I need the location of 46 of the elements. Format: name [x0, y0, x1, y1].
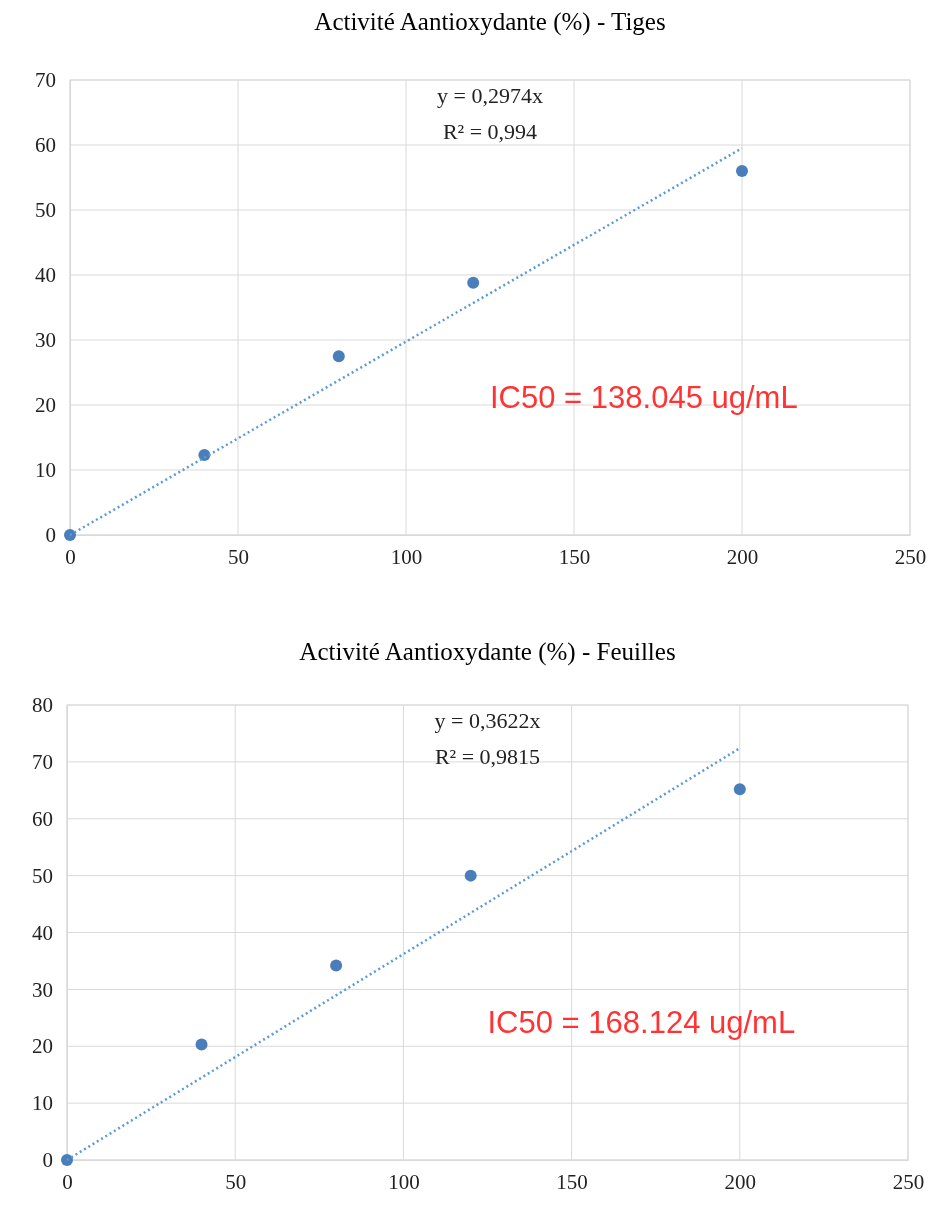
y-tick-label: 20: [32, 1034, 53, 1059]
y-tick-label: 0: [42, 1148, 53, 1173]
point: [464, 869, 477, 882]
x-tick-label: 200: [724, 1169, 757, 1194]
y-tick-label: 60: [35, 133, 56, 158]
x-tick-label: 100: [388, 1169, 420, 1194]
annotation: IC50 = 138.045 ug/mL: [490, 379, 798, 415]
point: [733, 783, 746, 796]
x-tick-label: 150: [558, 544, 591, 569]
point: [61, 1154, 73, 1166]
x-tick-label: 250: [894, 544, 927, 569]
y-tick-label: 50: [32, 863, 53, 888]
y-tick-label: 10: [35, 458, 56, 483]
y-tick-label: 40: [32, 920, 53, 945]
y-tick-label: 10: [32, 1091, 53, 1116]
y-tick-label: 50: [35, 198, 56, 223]
annotation: IC50 = 168.124 ug/mL: [487, 1004, 796, 1040]
x-tick-label: 250: [892, 1169, 925, 1194]
chart-title: Activité Aantioxydante (%) - Feuilles: [299, 638, 676, 666]
y-tick-label: 20: [35, 393, 56, 418]
annotation: R² = 0,9815: [434, 744, 541, 770]
annotation: y = 0,3622x: [434, 707, 541, 733]
point: [330, 959, 343, 972]
x-tick-label: 0: [62, 1169, 73, 1194]
annotation: R² = 0,994: [442, 119, 538, 145]
y-tick-label: 70: [35, 68, 56, 93]
x-tick-label: 200: [726, 544, 759, 569]
x-tick-label: 50: [228, 544, 249, 569]
x-tick-label: 50: [225, 1169, 247, 1194]
y-tick-label: 40: [35, 263, 56, 288]
y-tick-label: 30: [35, 328, 56, 353]
y-tick-label: 0: [45, 523, 56, 548]
point: [195, 1038, 208, 1051]
annotation: y = 0,2974x: [437, 82, 543, 108]
chart-title: Activité Aantioxydante (%) - Tiges: [314, 8, 666, 36]
y-tick-label: 60: [32, 806, 53, 831]
point: [736, 165, 748, 177]
x-tick-label: 0: [65, 544, 76, 569]
point: [467, 276, 480, 289]
point: [332, 350, 345, 363]
y-tick-label: 70: [32, 750, 53, 775]
y-tick-label: 30: [32, 977, 53, 1002]
x-tick-label: 150: [556, 1169, 588, 1194]
point: [64, 529, 76, 541]
x-tick-label: 100: [390, 544, 423, 569]
y-tick-label: 80: [32, 693, 53, 718]
